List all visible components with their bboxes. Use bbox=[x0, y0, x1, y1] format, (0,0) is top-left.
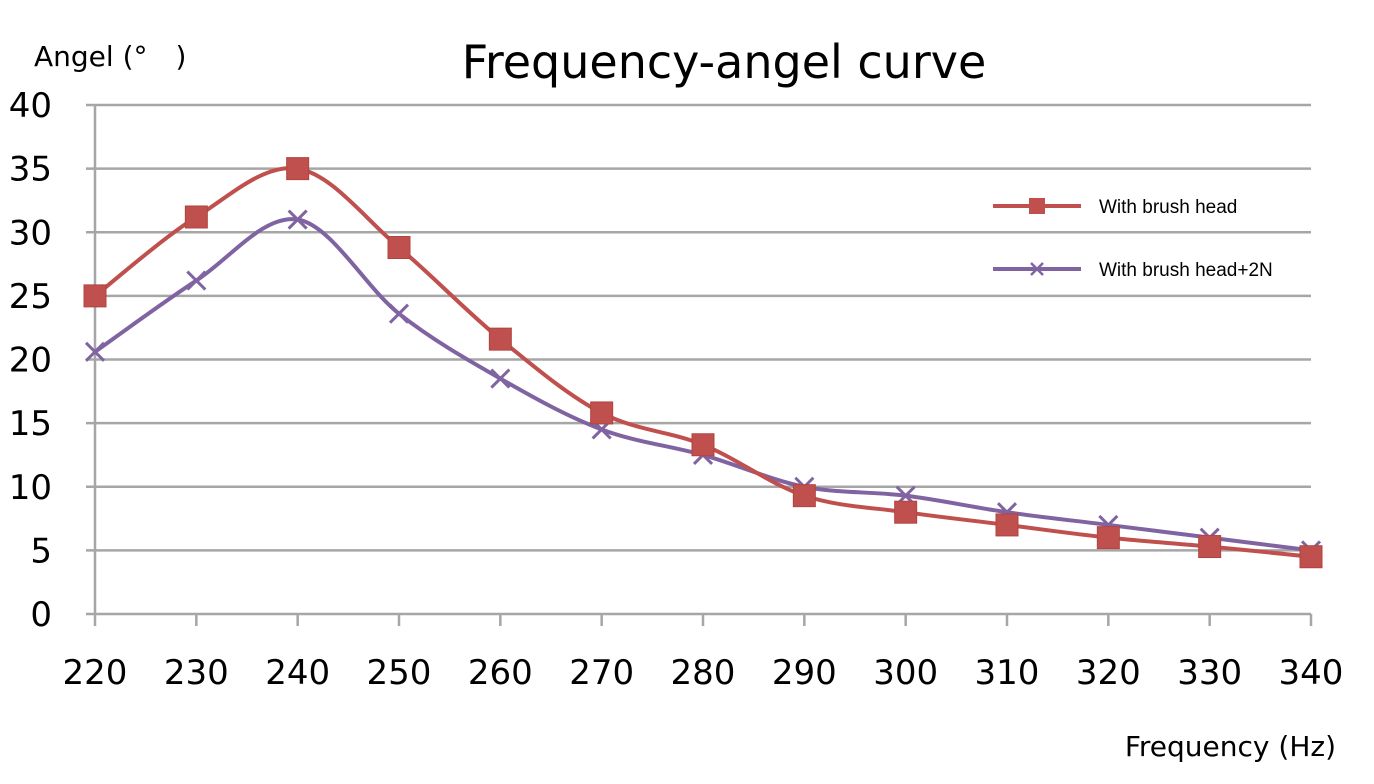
data-point bbox=[388, 303, 410, 324]
legend-marker bbox=[1029, 198, 1045, 214]
y-axis-label: Angel (° ) bbox=[34, 40, 186, 73]
data-point bbox=[84, 341, 106, 362]
x-tick-label: 330 bbox=[1177, 653, 1242, 693]
x-tick-label: 250 bbox=[367, 653, 432, 693]
x-tick-label: 310 bbox=[975, 653, 1040, 693]
x-tick-label: 240 bbox=[265, 653, 330, 693]
x-tick-label: 260 bbox=[468, 653, 533, 693]
y-tick-label: 10 bbox=[9, 468, 52, 508]
y-tick-label: 0 bbox=[30, 595, 52, 635]
data-point bbox=[894, 500, 918, 524]
x-axis-label: Frequency (Hz) bbox=[1125, 730, 1336, 763]
y-tick-label: 30 bbox=[9, 213, 52, 253]
axes bbox=[86, 103, 1313, 626]
legend-label: With brush head bbox=[1099, 197, 1237, 218]
data-point bbox=[488, 327, 512, 351]
y-tick-label: 15 bbox=[9, 404, 52, 444]
x-tick-label: 220 bbox=[63, 653, 128, 693]
data-point bbox=[286, 157, 310, 181]
x-tick-label: 290 bbox=[772, 653, 837, 693]
series-layer bbox=[83, 157, 1323, 569]
x-tick-label: 280 bbox=[671, 653, 736, 693]
tick-labels: 0 5 10 15 20 25 30 35 40 220 230 240 250 260 270 280 290… bbox=[9, 86, 1344, 693]
x-tick-label: 300 bbox=[873, 653, 938, 693]
data-point bbox=[691, 433, 715, 457]
data-point bbox=[490, 368, 511, 389]
chart-title: Frequency-angel curve bbox=[462, 35, 987, 89]
data-point bbox=[186, 270, 207, 291]
series-with-brush-head bbox=[83, 157, 1323, 569]
data-point bbox=[83, 284, 107, 308]
data-point bbox=[995, 513, 1019, 537]
y-tick-label: 5 bbox=[30, 531, 52, 571]
data-point bbox=[792, 484, 816, 508]
data-point bbox=[287, 209, 308, 230]
data-point bbox=[1096, 526, 1120, 550]
data-point bbox=[387, 236, 411, 260]
x-tick-label: 230 bbox=[164, 653, 229, 693]
x-tick-label: 340 bbox=[1279, 653, 1344, 693]
gridlines bbox=[95, 103, 1311, 552]
x-tick-label: 320 bbox=[1076, 653, 1141, 693]
legend-entry: With brush head+2N bbox=[993, 260, 1273, 281]
legend: With brush head With brush head+2N bbox=[993, 197, 1273, 281]
y-tick-label: 35 bbox=[9, 150, 52, 190]
data-point bbox=[590, 401, 614, 425]
y-tick-label: 20 bbox=[9, 341, 52, 381]
legend-label: With brush head+2N bbox=[1099, 260, 1273, 281]
legend-entry: With brush head bbox=[993, 197, 1237, 218]
y-tick-label: 25 bbox=[9, 277, 52, 317]
y-tick-label: 40 bbox=[9, 86, 52, 126]
data-point bbox=[184, 205, 208, 229]
legend-marker bbox=[1030, 262, 1044, 276]
data-point bbox=[1299, 545, 1323, 569]
data-point bbox=[1198, 535, 1222, 559]
x-tick-label: 270 bbox=[569, 653, 634, 693]
